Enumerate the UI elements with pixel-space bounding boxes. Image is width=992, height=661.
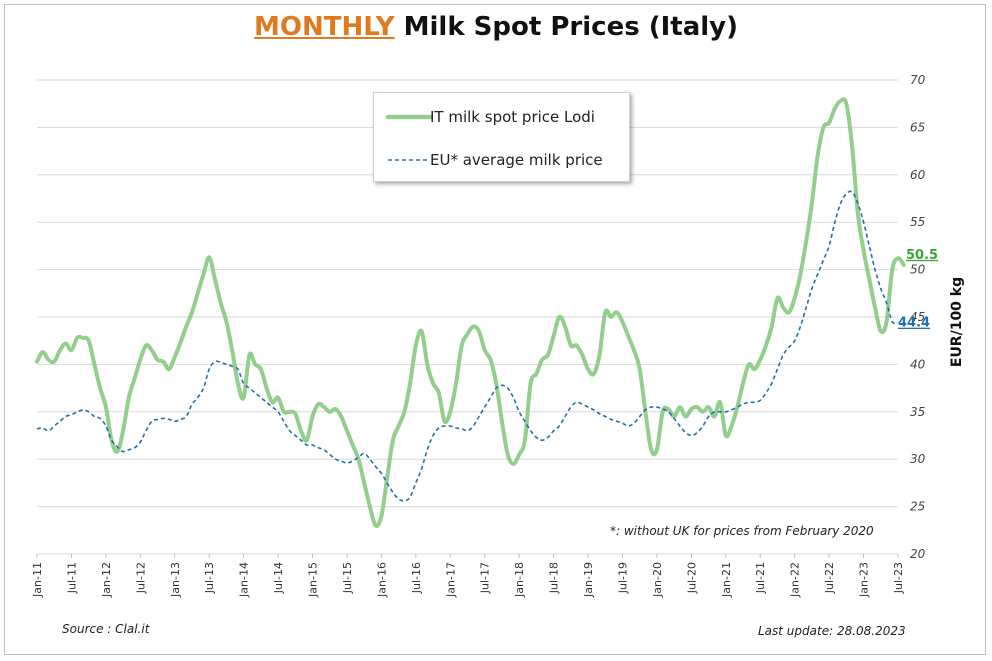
x-tick-label: Jan-12 [100, 562, 113, 598]
x-tick-label: Jan-16 [375, 562, 388, 598]
y-tick-label: 60 [910, 168, 926, 182]
last-value-lodi: 50.5 [906, 248, 938, 263]
title-main: Milk Spot Prices (Italy) [403, 12, 738, 42]
y-tick-label: 65 [910, 120, 925, 134]
x-tick-label: Jul-13 [203, 562, 216, 594]
x-tick-label: Jul-17 [479, 562, 492, 594]
x-tick-label: Jan-11 [31, 562, 44, 598]
y-tick-label: 40 [910, 357, 926, 371]
x-tick-label: Jul-16 [410, 562, 423, 594]
x-tick-label: Jan-14 [238, 562, 251, 598]
x-tick-label: Jan-17 [444, 562, 457, 598]
last-update-note: Last update: 28.08.2023 [758, 624, 906, 638]
x-tick-label: Jan-18 [513, 562, 526, 598]
x-tick-label: Jan-22 [789, 562, 802, 598]
y-tick-label: 35 [910, 405, 925, 419]
chart-legend: IT milk spot price Lodi EU* average milk… [373, 92, 630, 182]
footnote: *: without UK for prices from February 2… [610, 524, 874, 538]
x-tick-label: Jan-23 [858, 562, 871, 598]
x-tick-label: Jul-20 [685, 562, 698, 594]
legend-item-lodi: IT milk spot price Lodi [374, 105, 629, 129]
legend-swatch-lodi [385, 114, 433, 120]
last-value-eu: 44.4 [898, 316, 930, 331]
x-tick-label: Jul-14 [272, 562, 285, 594]
x-tick-label: Jan-13 [169, 562, 182, 598]
x-tick-label: Jul-23 [892, 562, 905, 594]
y-tick-label: 50 [910, 263, 926, 277]
x-tick-label: Jul-18 [548, 562, 561, 594]
y-tick-label: 25 [910, 500, 925, 514]
chart-title: MONTHLY Milk Spot Prices (Italy) [0, 12, 992, 42]
legend-label-lodi: IT milk spot price Lodi [430, 108, 595, 126]
chart-frame [4, 4, 986, 655]
y-axis-label: EUR/100 kg [949, 277, 965, 367]
x-tick-label: Jan-15 [307, 562, 320, 598]
x-tick-label: Jan-19 [582, 562, 595, 598]
legend-swatch-eu [388, 159, 430, 161]
x-tick-label: Jan-20 [651, 562, 664, 598]
y-tick-label: 30 [910, 452, 926, 466]
series-line-eu [36, 190, 899, 502]
y-tick-label: 70 [910, 73, 926, 87]
title-accent: MONTHLY [254, 12, 395, 42]
x-tick-label: Jan-21 [720, 562, 733, 598]
series-line-lodi [35, 97, 906, 528]
x-tick-label: Jul-19 [616, 562, 629, 594]
x-tick-label: Jul-21 [754, 562, 767, 594]
x-tick-label: Jul-12 [134, 562, 147, 594]
y-tick-label: 45 [910, 310, 925, 324]
x-tick-label: Jul-15 [341, 562, 354, 594]
x-tick-label: Jul-11 [65, 562, 78, 594]
legend-label-eu: EU* average milk price [430, 151, 603, 169]
y-tick-label: 55 [910, 215, 925, 229]
y-tick-label: 20 [910, 547, 926, 561]
x-tick-label: Jul-22 [823, 562, 836, 594]
source-note: Source : Clal.it [62, 622, 150, 636]
legend-item-eu: EU* average milk price [374, 148, 629, 172]
